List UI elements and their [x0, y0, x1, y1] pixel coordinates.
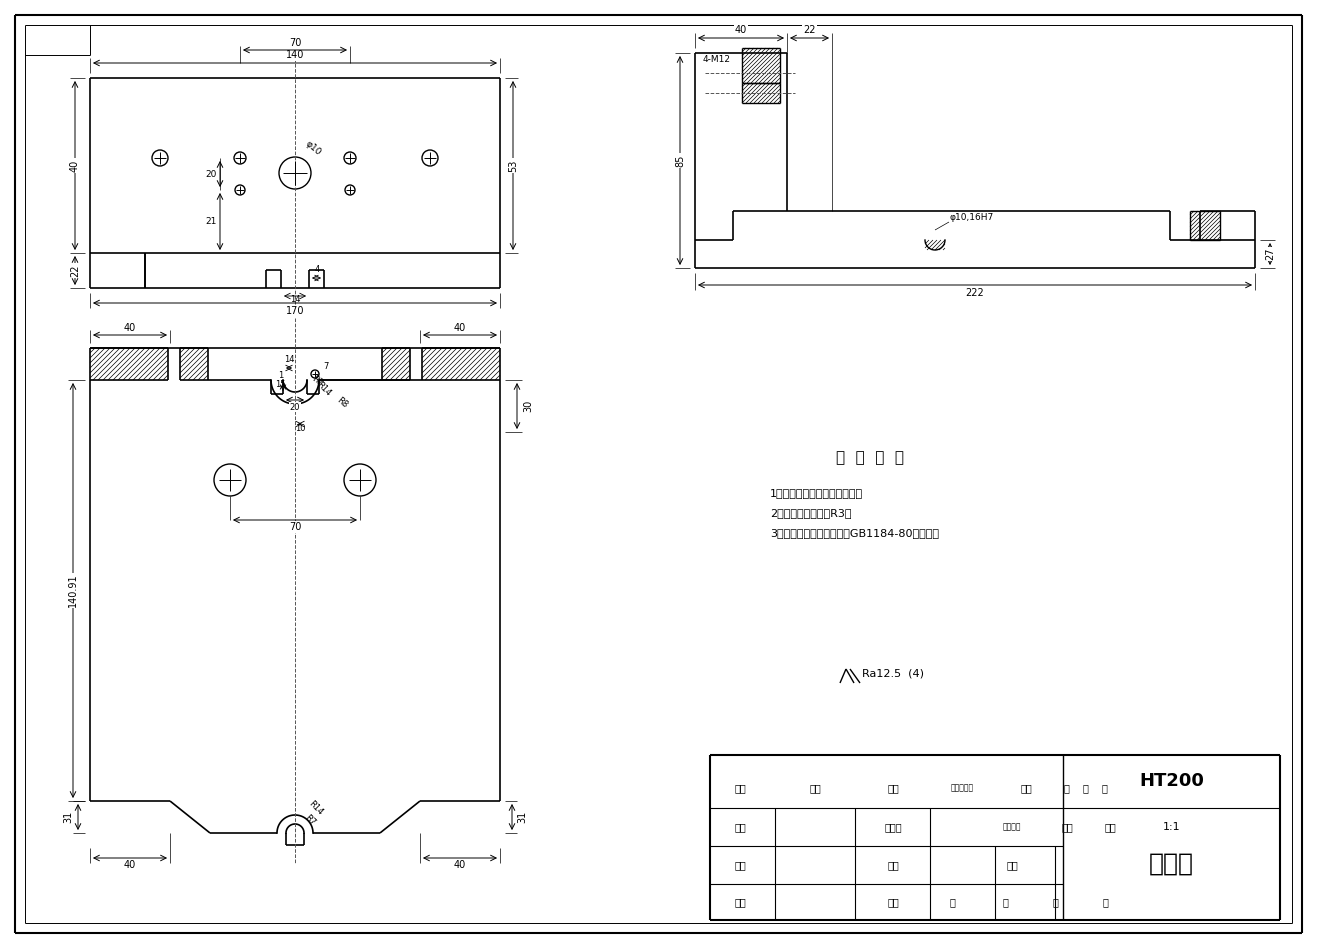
Text: 15: 15 [275, 380, 286, 389]
Text: 222: 222 [965, 288, 984, 298]
Text: 10: 10 [295, 424, 306, 433]
Text: 40: 40 [124, 860, 136, 870]
Text: 批准: 批准 [888, 897, 900, 907]
Text: 30: 30 [523, 400, 533, 412]
Text: R8: R8 [335, 396, 349, 410]
Text: 53: 53 [508, 159, 518, 172]
Text: 40: 40 [454, 323, 466, 333]
Text: 140.91: 140.91 [68, 574, 78, 608]
Text: 学号: 学号 [1006, 860, 1018, 869]
Text: 31: 31 [63, 811, 72, 823]
Text: Ra12.5  (4): Ra12.5 (4) [863, 668, 925, 678]
Text: 阶段标记: 阶段标记 [1002, 822, 1021, 831]
Text: 制图: 制图 [734, 783, 745, 793]
Text: 21: 21 [205, 217, 217, 226]
Text: 年: 年 [1063, 783, 1069, 793]
Text: 22: 22 [70, 264, 80, 277]
Text: 1: 1 [278, 371, 283, 380]
Text: 2、未注明图角均为R3；: 2、未注明图角均为R3； [770, 508, 852, 518]
Text: 40: 40 [735, 25, 747, 35]
Text: 4-M12: 4-M12 [703, 55, 731, 64]
Text: 20: 20 [205, 170, 217, 178]
Text: 7: 7 [323, 362, 328, 371]
Text: 140: 140 [286, 50, 304, 60]
Text: 70: 70 [288, 38, 302, 48]
Text: 技  术  要  求: 技 术 要 求 [836, 450, 903, 465]
Text: 设计: 设计 [734, 822, 745, 831]
Text: 27: 27 [1266, 247, 1275, 261]
Text: φ10,16H7: φ10,16H7 [950, 213, 994, 222]
Text: 审核: 审核 [734, 860, 745, 869]
Text: R7: R7 [303, 812, 317, 827]
Text: 分区: 分区 [888, 783, 900, 793]
Text: 3、未注明形状公差应符合GB1184-80的要求。: 3、未注明形状公差应符合GB1184-80的要求。 [770, 528, 939, 538]
Text: 1:1: 1:1 [1163, 822, 1180, 831]
Text: 22: 22 [803, 25, 815, 35]
Text: 月: 月 [1083, 783, 1088, 793]
Text: φ10: φ10 [303, 138, 323, 157]
Text: 40: 40 [454, 860, 466, 870]
Text: 日: 日 [1101, 783, 1106, 793]
Text: 4: 4 [315, 265, 320, 274]
Text: 31: 31 [518, 811, 527, 823]
Text: 签名: 签名 [1021, 783, 1033, 793]
Text: 标准化: 标准化 [884, 822, 902, 831]
Text: 40: 40 [70, 159, 80, 172]
Text: 1、零件加工面上不应有划痕；: 1、零件加工面上不应有划痕； [770, 488, 863, 498]
Text: HT200: HT200 [1139, 773, 1204, 791]
Text: 20: 20 [290, 403, 300, 411]
Text: 夹具体: 夹具体 [1150, 852, 1195, 876]
Text: R7: R7 [309, 374, 324, 388]
Text: 比例: 比例 [1104, 822, 1115, 831]
Text: 张: 张 [1002, 897, 1008, 907]
Text: 工艺: 工艺 [734, 897, 745, 907]
Text: R14: R14 [307, 799, 325, 817]
Text: R14: R14 [315, 380, 333, 398]
Text: 14: 14 [290, 295, 300, 304]
Text: 处理: 处理 [809, 783, 820, 793]
Text: 第: 第 [1052, 897, 1058, 907]
Text: 班级: 班级 [888, 860, 900, 869]
Text: 40: 40 [124, 323, 136, 333]
Text: 张: 张 [1102, 897, 1108, 907]
Text: 共: 共 [950, 897, 955, 907]
Text: 170: 170 [286, 306, 304, 316]
Text: 重量: 重量 [1062, 822, 1073, 831]
Text: 70: 70 [288, 522, 302, 532]
Text: 85: 85 [676, 155, 685, 167]
Text: 14: 14 [283, 355, 294, 364]
Text: 图样文件号: 图样文件号 [951, 783, 973, 793]
